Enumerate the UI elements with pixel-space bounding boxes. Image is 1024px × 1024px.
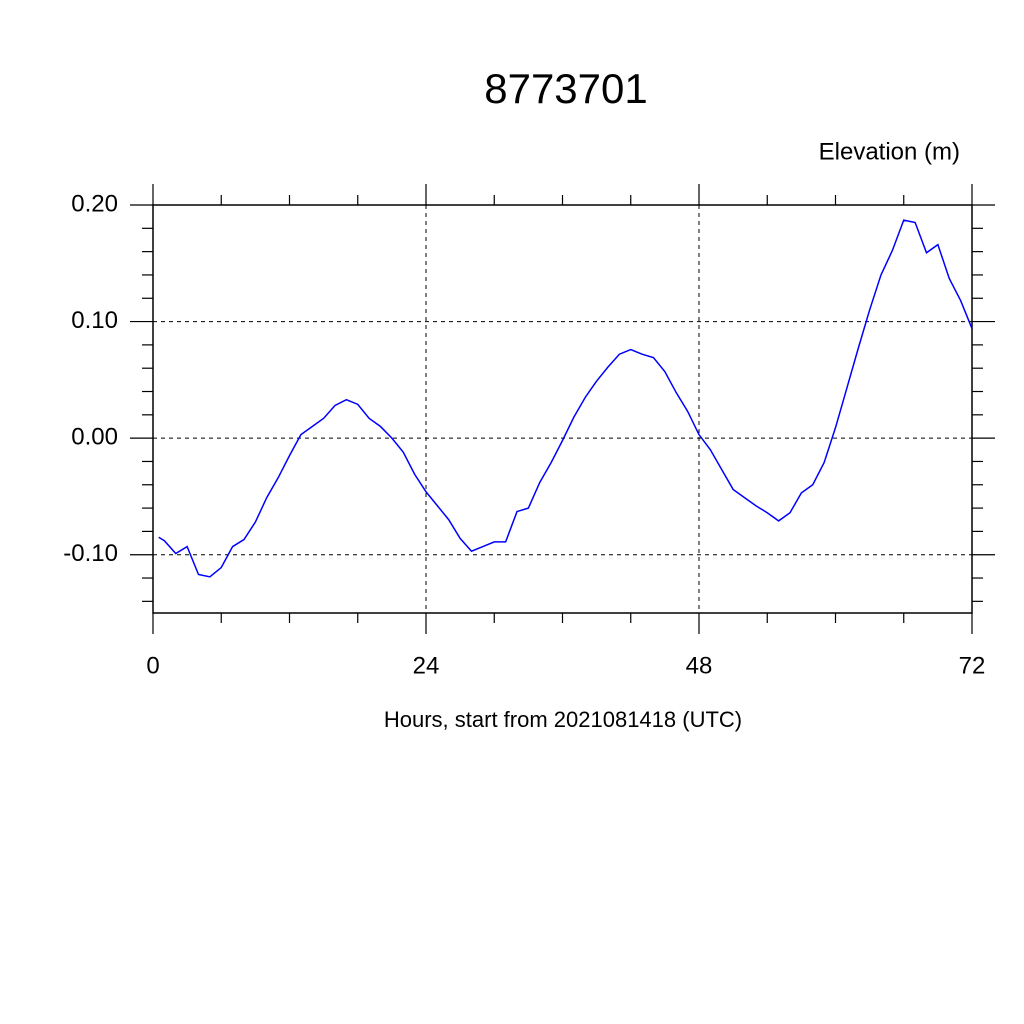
x-tick-label: 0 — [146, 652, 159, 679]
chart-subtitle: Elevation (m) — [819, 138, 960, 165]
x-axis-label: Hours, start from 2021081418 (UTC) — [384, 707, 742, 732]
x-tick-label: 48 — [686, 652, 713, 679]
x-tick-label: 24 — [413, 652, 440, 679]
y-tick-label: -0.10 — [63, 540, 118, 567]
y-tick-label: 0.00 — [71, 423, 118, 450]
y-tick-label: 0.20 — [71, 190, 118, 217]
plot-frame — [152, 204, 973, 614]
y-tick-label: 0.10 — [71, 307, 118, 334]
x-tick-label: 72 — [959, 652, 986, 679]
data-line — [158, 219, 973, 578]
chart-title: 8773701 — [484, 65, 648, 112]
